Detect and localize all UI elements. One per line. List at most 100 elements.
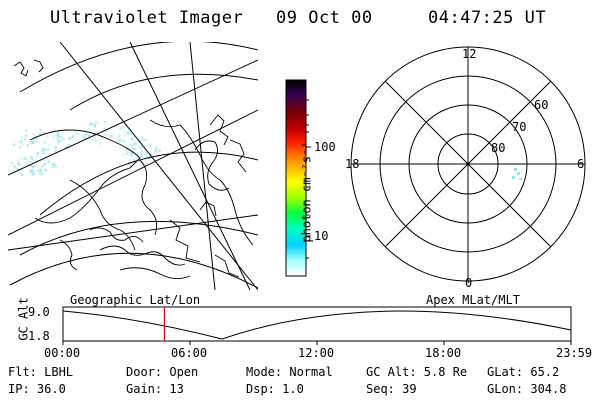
aurora-pixel [149, 144, 152, 148]
aurora-pixel [44, 168, 47, 172]
aurora-pixel [154, 150, 157, 153]
aurora-pixel [38, 169, 42, 173]
aurora-pixel [36, 152, 40, 155]
aurora-pixel [148, 155, 152, 158]
aurora-pixel [30, 165, 33, 168]
aurora-pixel [118, 134, 121, 137]
aurora-pixel [21, 173, 24, 176]
aurora-pixel [72, 130, 76, 134]
aurora-pixel [42, 151, 45, 154]
aurora-pixel [140, 150, 143, 154]
aurora-pixel [130, 151, 133, 154]
aurora-pixel [40, 172, 44, 176]
ip-info: IP: 36.0 [8, 382, 66, 396]
colorbar-unit-label: photon cm⁻²s⁻¹ [299, 141, 314, 243]
aurora-pixel [39, 168, 42, 171]
aurora-pixel [51, 163, 55, 166]
aurora-pixel [59, 139, 63, 142]
altitude-timeline [62, 306, 572, 345]
colorbar [285, 79, 311, 277]
aurora-pixel [95, 121, 98, 124]
instrument-title: Ultraviolet Imager [50, 8, 244, 28]
aurora-pixel [127, 150, 130, 153]
aurora-pixel [58, 140, 61, 143]
polar-aurora-patch [512, 168, 522, 180]
aurora-pixel [118, 139, 122, 142]
aurora-pixel [52, 135, 55, 139]
aurora-pixel [33, 135, 37, 139]
mlt-label-18: 18 [345, 157, 360, 171]
aurora-pixel [64, 146, 68, 149]
aurora-pixel [87, 134, 91, 138]
filter-info: Flt: LBHL [8, 365, 74, 379]
lat-lon-grid [8, 42, 258, 290]
aurora-pixel [99, 139, 102, 142]
aurora-pixel [155, 150, 159, 153]
aurora-pixel [81, 135, 85, 138]
aurora-pixel [143, 138, 146, 142]
aurora-pixel [91, 139, 94, 142]
aurora-pixel [31, 164, 34, 168]
aurora-pixel [75, 132, 79, 135]
aurora-pixel [43, 159, 47, 162]
aurora-pixel [134, 142, 137, 146]
date-label: 09 Oct 00 [276, 8, 373, 28]
lat-label-80: 80 [491, 141, 506, 155]
aurora-pixel [130, 154, 133, 157]
aurora-pixel [55, 133, 58, 137]
aurora-pixel [140, 154, 143, 158]
aurora-pixel [24, 134, 28, 138]
aurora-pixel [30, 170, 33, 174]
timeline-ymin: 1.8 [28, 329, 50, 343]
aurora-pixel [44, 148, 47, 152]
aurora-pixel [38, 132, 42, 136]
aurora-pixel [88, 122, 91, 126]
aurora-pixel [33, 137, 37, 140]
aurora-pixel [120, 126, 124, 130]
aurora-pixel [122, 129, 126, 133]
aurora-pixel [32, 140, 35, 143]
aurora-pixel [130, 138, 134, 141]
aurora-emission [10, 120, 161, 176]
aurora-pixel [136, 156, 139, 159]
aurora-pixel [155, 147, 158, 150]
aurora-pixel [39, 172, 42, 175]
aurora-pixel [23, 137, 26, 141]
aurora-pixel [127, 131, 130, 134]
aurora-pixel [70, 136, 74, 139]
aurora-pixel [45, 168, 48, 172]
aurora-pixel [103, 120, 107, 124]
aurora-pixel [132, 159, 135, 162]
aurora-pixel [44, 168, 48, 172]
aurora-pixel [27, 159, 31, 162]
aurora-pixel [90, 122, 93, 126]
aurora-pixel [53, 163, 56, 166]
aurora-pixel [126, 131, 130, 134]
aurora-pixel [35, 136, 38, 140]
aurora-pixel [31, 170, 35, 173]
aurora-pixel [24, 157, 28, 161]
aurora-pixel [20, 140, 23, 143]
gc-alt-info: GC Alt: 5.8 Re [366, 365, 468, 379]
geographic-map [8, 42, 258, 290]
aurora-pixel [144, 154, 148, 157]
aurora-pixel [47, 160, 50, 163]
aurora-pixel [33, 165, 36, 168]
aurora-pixel [133, 139, 136, 142]
lat-label-60: 60 [534, 98, 549, 112]
mlt-label-0: 0 [465, 276, 473, 290]
aurora-pixel [68, 137, 71, 140]
aurora-pixel [43, 163, 46, 166]
aurora-pixel [72, 134, 75, 138]
aurora-pixel [139, 161, 142, 164]
aurora-pixel [125, 147, 129, 151]
timeline-xtick-2359: 23:59 [556, 346, 593, 360]
gain-info: Gain: 13 [126, 382, 184, 396]
door-info: Door: Open [126, 365, 199, 379]
time-label: 04:47:25 UT [428, 8, 547, 28]
aurora-pixel [128, 143, 132, 146]
aurora-pixel [54, 149, 57, 153]
aurora-pixel [62, 137, 65, 141]
aurora-pixel [139, 139, 142, 143]
aurora-pixel [30, 169, 33, 172]
